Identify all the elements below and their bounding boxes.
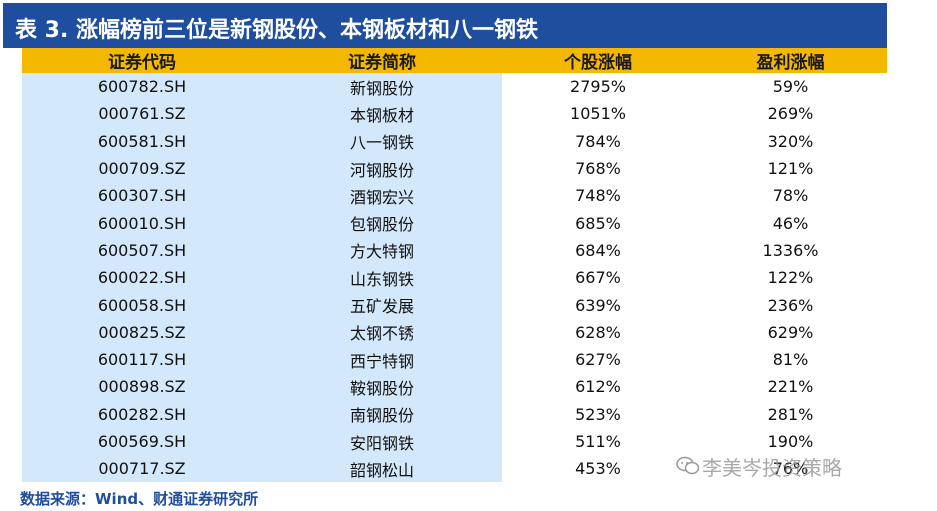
table-row: 000898.SZ 鞍钢股份 612% 221% [22,373,887,401]
cell-name: 方大特钢 [262,236,502,265]
cell-profit-gain: 269% [767,104,814,124]
wechat-icon [676,456,700,475]
cell-profit-gain: 78% [772,186,809,206]
table-row: 600307.SH 酒钢宏兴 748% 78% [22,182,887,210]
cell-code: 600569.SH [22,427,262,456]
cell-stock-gain: 667% [575,268,621,288]
cell-name: 山东钢铁 [262,264,502,292]
cell-code: 000717.SZ [22,455,262,483]
table-row: 600507.SH 方大特钢 684% 1336% [22,236,887,265]
cell-profit-gain: 46% [772,213,809,233]
cell-profit-gain: 122% [767,268,814,288]
cell-code: 600307.SH [22,182,262,210]
cell-stock-gain: 627% [575,350,621,370]
cell-profit-gain: 121% [767,159,814,179]
cell-profit-gain: 190% [767,432,814,451]
cell-name: 酒钢宏兴 [262,182,502,210]
table-title: 表 3. 涨幅榜前三位是新钢股份、本钢板材和八一钢铁 [15,18,538,43]
cell-code: 600058.SH [22,291,262,319]
cell-name: 河钢股份 [262,154,502,183]
cell-name: 本钢板材 [262,100,502,128]
header-profit-gain: 盈利涨幅 [694,48,887,73]
table-row: 600782.SH 新钢股份 2795% 59% [22,73,887,101]
table-row: 600010.SH 包钢股份 685% 46% [22,209,887,237]
cell-stock-gain: 784% [575,131,621,151]
table-row: 000825.SZ 太钢不锈 628% 629% [22,318,887,346]
cell-profit-gain: 1336% [762,240,819,260]
header-code: 证券代码 [22,48,262,73]
cell-code: 000898.SZ [22,373,262,401]
cell-profit-gain: 59% [772,77,809,97]
header-row: 证券代码 证券简称 个股涨幅 盈利涨幅 [22,48,887,73]
cell-code: 600782.SH [22,73,262,101]
table-row: 000717.SZ 韶钢松山 453% 76% [22,455,887,483]
cell-stock-gain: 453% [575,459,621,479]
cell-code: 000761.SZ [22,100,262,128]
cell-stock-gain: 523% [575,404,621,424]
table-row: 000761.SZ 本钢板材 1051% 269% [22,100,887,128]
table-row: 600117.SH 西宁特钢 627% 81% [22,345,887,374]
table-row: 600569.SH 安阳钢铁 511% 190% [22,427,887,456]
cell-profit-gain: 629% [767,322,814,342]
table-row: 600581.SH 八一钢铁 784% 320% [22,127,887,155]
cell-name: 包钢股份 [262,209,502,237]
cell-profit-gain: 81% [772,350,809,370]
cell-name: 西宁特钢 [262,345,502,374]
cell-code: 000825.SZ [22,318,262,346]
watermark-text: 李美岑投资策略 [702,456,842,480]
cell-name: 八一钢铁 [262,127,502,155]
cell-code: 600282.SH [22,400,262,428]
cell-name: 韶钢松山 [262,455,502,483]
cell-code: 600022.SH [22,264,262,292]
cell-profit-gain: 320% [767,131,814,151]
cell-stock-gain: 511% [575,432,621,451]
cell-stock-gain: 768% [575,159,621,179]
source-note: 数据来源：Wind、财通证券研究所 [20,490,259,508]
cell-code: 000709.SZ [22,154,262,183]
cell-profit-gain: 236% [767,295,814,315]
cell-profit-gain: 221% [767,377,814,397]
cell-code: 600010.SH [22,209,262,237]
cell-code: 600117.SH [22,345,262,374]
cell-code: 600581.SH [22,127,262,155]
cell-code: 600507.SH [22,236,262,265]
cell-name: 南钢股份 [262,400,502,428]
table-row: 000709.SZ 河钢股份 768% 121% [22,154,887,183]
table-row: 600058.SH 五矿发展 639% 236% [22,291,887,319]
cell-stock-gain: 748% [575,186,621,206]
cell-name: 安阳钢铁 [262,427,502,456]
cell-stock-gain: 684% [575,240,621,260]
table-row: 600282.SH 南钢股份 523% 281% [22,400,887,428]
cell-name: 鞍钢股份 [262,373,502,401]
cell-stock-gain: 2795% [570,77,626,97]
cell-stock-gain: 685% [575,213,621,233]
header-name: 证券简称 [262,48,502,73]
header-stock-gain: 个股涨幅 [502,48,694,73]
cell-stock-gain: 612% [575,377,621,397]
cell-name: 五矿发展 [262,291,502,319]
title-bar: 表 3. 涨幅榜前三位是新钢股份、本钢板材和八一钢铁 [3,3,887,48]
cell-name: 新钢股份 [262,73,502,101]
cell-name: 太钢不锈 [262,318,502,346]
data-table: 证券代码 证券简称 个股涨幅 盈利涨幅 600782.SH 新钢股份 2795% 59… [22,48,887,483]
cell-profit-gain: 281% [767,404,814,424]
cell-profit-gain: 76% [772,459,809,479]
cell-stock-gain: 1051% [570,104,626,124]
cell-stock-gain: 639% [575,295,621,315]
cell-stock-gain: 628% [575,322,621,342]
table-row: 600022.SH 山东钢铁 667% 122% [22,264,887,292]
